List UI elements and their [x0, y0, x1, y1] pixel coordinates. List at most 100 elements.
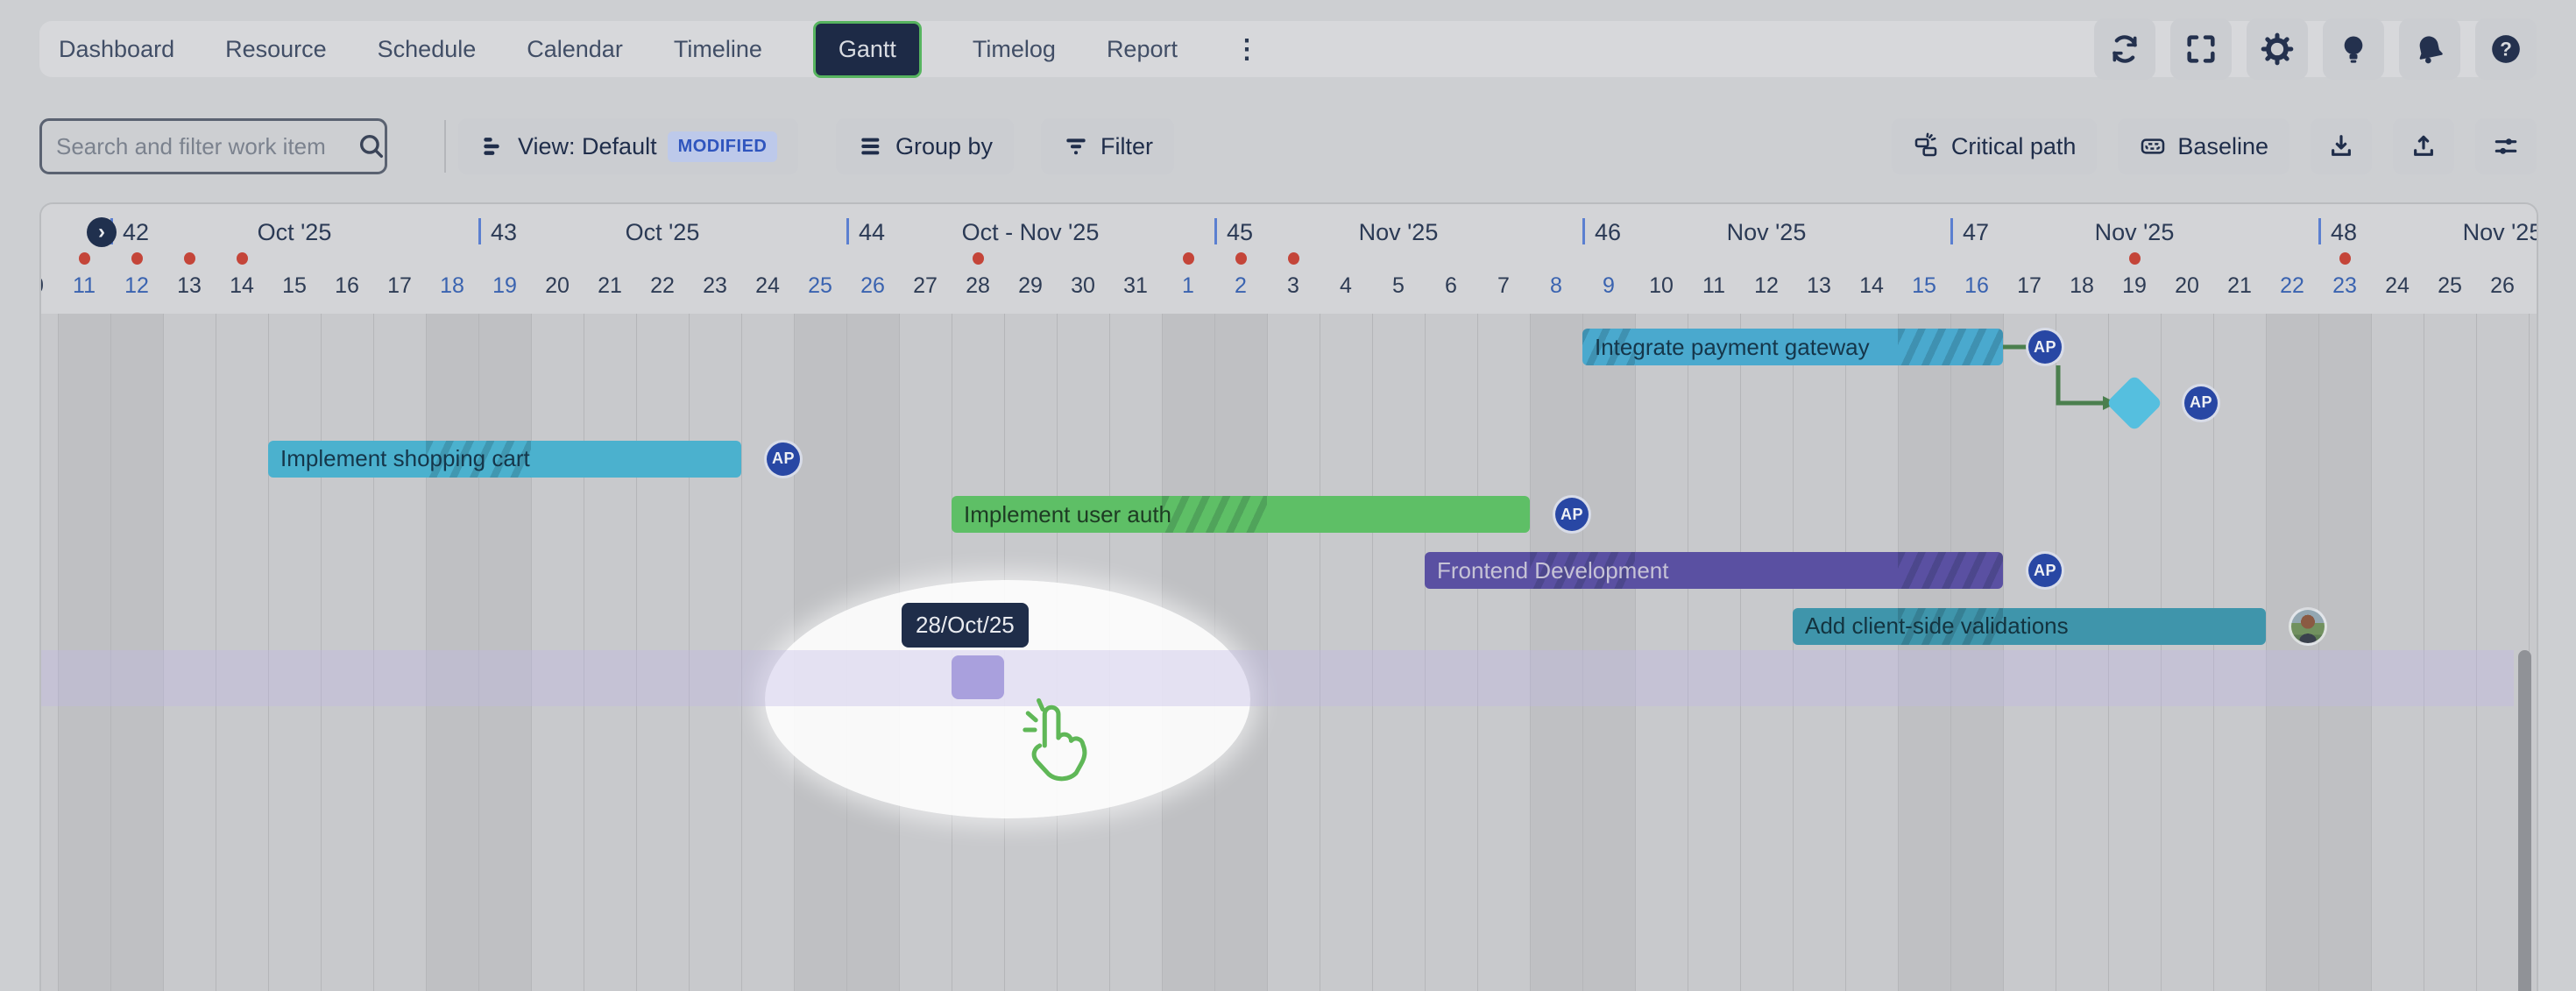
day-column — [2371, 314, 2424, 991]
day-column — [741, 314, 794, 991]
day-column — [1372, 314, 1425, 991]
search-box[interactable] — [39, 118, 387, 174]
day-number: 31 — [1123, 273, 1148, 298]
day-number: 1 — [1182, 273, 1194, 298]
day-number: 17 — [387, 273, 412, 298]
day-number: 15 — [1912, 273, 1936, 298]
settings-button[interactable] — [2247, 18, 2308, 80]
week-separator — [478, 218, 481, 244]
nav-tab-gantt[interactable]: Gantt — [812, 20, 922, 78]
help-button[interactable]: ? — [2475, 18, 2537, 80]
day-number: 26 — [860, 273, 885, 298]
day-number: 23 — [703, 273, 727, 298]
nav-tab-timeline[interactable]: Timeline — [673, 35, 762, 62]
sync-button[interactable] — [2094, 18, 2155, 80]
jump-to-marker-icon[interactable]: › — [87, 217, 117, 247]
day-column — [268, 314, 321, 991]
idea-button[interactable] — [2323, 18, 2384, 80]
date-tooltip: 28/Oct/25 — [902, 603, 1029, 648]
day-number: 24 — [2385, 273, 2410, 298]
filter-label: Filter — [1100, 132, 1153, 159]
weekend-hatch — [426, 440, 531, 478]
deadline-dot — [1182, 252, 1194, 265]
day-number: 27 — [2529, 273, 2537, 299]
weekend-column — [2318, 314, 2371, 991]
task-bar[interactable]: Frontend Development — [1425, 552, 2003, 589]
group-by-button[interactable]: Group by — [836, 118, 1015, 174]
nav-tab-dashboard[interactable]: Dashboard — [59, 35, 175, 62]
vertical-scrollbar[interactable] — [2518, 650, 2531, 991]
day-number: 6 — [1445, 273, 1457, 298]
deadline-dot — [972, 252, 984, 265]
nav-tab-report[interactable]: Report — [1106, 35, 1178, 62]
day-number: 26 — [2490, 273, 2515, 298]
task-bar[interactable]: Integrate payment gateway — [1582, 329, 2003, 365]
day-number: 23 — [2332, 273, 2357, 298]
week-number: 47 — [1963, 219, 1990, 245]
weekend-column — [1582, 314, 1635, 991]
top-nav: Dashboard Resource Schedule Calendar Timelin… — [59, 20, 1265, 78]
day-number: 10 — [41, 273, 58, 299]
gantt-chart-area[interactable]: Integrate payment gateway AP Implement sho… — [39, 202, 2538, 991]
day-number: 17 — [2017, 273, 2042, 298]
day-number: 27 — [913, 273, 938, 298]
dependency-arrow — [2003, 327, 2126, 414]
export-button[interactable] — [2311, 118, 2372, 174]
weekend-hatch — [1898, 329, 2003, 365]
week-number: 45 — [1227, 219, 1254, 245]
notifications-button[interactable] — [2399, 18, 2460, 80]
week-number: 42 — [123, 219, 150, 245]
search-input[interactable] — [42, 132, 357, 160]
view-label: View: Default — [518, 132, 657, 159]
deadline-dot — [236, 252, 248, 265]
assignee-avatar: AP — [764, 439, 803, 478]
day-number: 13 — [177, 273, 202, 298]
weekend-hatch — [1530, 552, 1635, 589]
deadline-dot — [78, 252, 90, 265]
svg-text:?: ? — [2500, 39, 2512, 60]
fullscreen-button[interactable] — [2170, 18, 2232, 80]
day-number: 25 — [2438, 273, 2462, 298]
critical-path-button[interactable]: Critical path — [1891, 118, 2098, 174]
assignee-avatar: AP — [1553, 495, 1591, 534]
critical-path-label: Critical path — [1950, 132, 2077, 159]
more-menu-icon[interactable]: ⋮ — [1233, 34, 1260, 64]
baseline-button[interactable]: Baseline — [2118, 118, 2289, 174]
day-number: 22 — [2280, 273, 2304, 298]
deadline-dot — [1287, 252, 1299, 265]
day-number: 10 — [1649, 273, 1674, 298]
gantt-toolbar: View: Default MODIFIED Group by Filter C… — [39, 118, 2537, 174]
task-bar-label: Implement user auth — [964, 500, 1172, 527]
day-column — [1635, 314, 1688, 991]
import-button[interactable] — [2393, 118, 2454, 174]
deadline-dot — [2339, 252, 2351, 265]
day-column — [636, 314, 689, 991]
day-column — [1740, 314, 1793, 991]
task-bar[interactable]: Implement shopping cart — [268, 440, 741, 478]
nav-tab-resource[interactable]: Resource — [225, 35, 327, 62]
day-number: 8 — [1550, 273, 1562, 298]
month-label: Oct - Nov '25 — [961, 219, 1100, 245]
task-bar[interactable]: Implement user auth — [952, 496, 1530, 534]
nav-tab-timelog[interactable]: Timelog — [972, 35, 1056, 62]
task-bar[interactable]: Add client-side validations — [1793, 607, 2266, 645]
new-task-preview[interactable] — [952, 655, 1004, 699]
day-column — [2476, 314, 2529, 991]
filter-button[interactable]: Filter — [1041, 118, 1174, 174]
day-column — [584, 314, 636, 991]
gantt-settings-button[interactable] — [2475, 118, 2537, 174]
weekend-column — [58, 314, 110, 991]
view-button[interactable]: View: Default MODIFIED — [458, 118, 799, 174]
new-task-row[interactable] — [41, 649, 2514, 706]
weekend-column — [478, 314, 531, 991]
weekend-hatch — [1582, 329, 1635, 365]
day-column — [1425, 314, 1477, 991]
nav-tab-calendar[interactable]: Calendar — [527, 35, 623, 62]
nav-tab-schedule[interactable]: Schedule — [377, 35, 477, 62]
help-icon: ? — [2488, 32, 2523, 67]
week-number: 46 — [1595, 219, 1622, 245]
gantt-body[interactable]: Integrate payment gateway AP Implement sho… — [41, 314, 2537, 991]
day-number: 20 — [2175, 273, 2199, 298]
week-number: 48 — [2331, 219, 2358, 245]
day-column — [1477, 314, 1530, 991]
